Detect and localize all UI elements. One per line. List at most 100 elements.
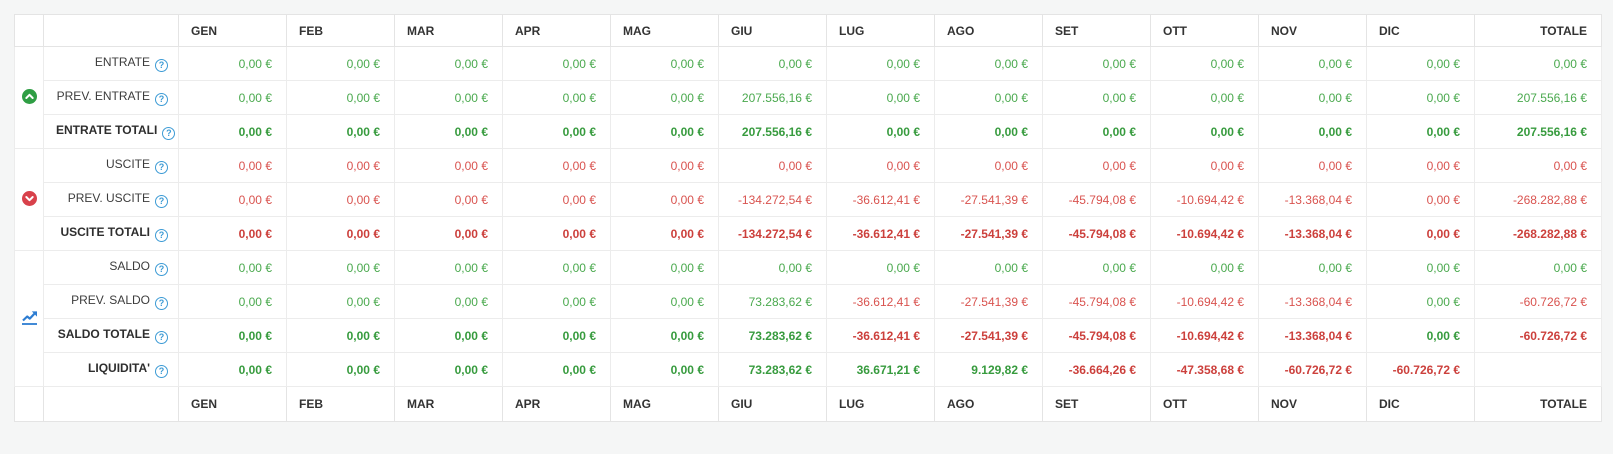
table-row-uscite: USCITE? 0,00 €0,00 €0,00 €0,00 €0,00 €0,0… [14,148,1602,251]
value-cell: 0,00 € [394,182,503,217]
circle-chevron-down-icon [21,190,37,206]
help-icon[interactable]: ? [155,161,168,174]
help-icon[interactable]: ? [162,127,176,140]
value-cell: 0,00 € [1366,80,1475,115]
value-cell: 0,00 € [610,250,719,285]
table-row-prev-entrate: PREV. ENTRATE? 0,00 €0,00 €0,00 €0,00 €0,… [15,80,1602,115]
help-icon[interactable]: ? [155,195,168,208]
help-icon[interactable]: ? [155,93,168,106]
value-cell: 0,00 € [610,114,719,149]
row-label-text: USCITE TOTALI [60,225,150,239]
column-header-mar: MAR [394,14,503,47]
value-cell: 0,00 € [1258,250,1367,285]
value-cell: -27.541,39 € [934,182,1043,217]
value-cell: 0,00 € [502,216,611,251]
row-label-text: ENTRATE [94,55,150,69]
value-cell: -45.794,08 € [1042,284,1151,319]
help-icon[interactable]: ? [155,365,168,378]
circle-chevron-up-icon [21,88,37,104]
value-cell: 0,00 € [1366,182,1475,217]
value-cell: 0,00 € [1366,148,1475,183]
help-icon[interactable]: ? [155,263,168,276]
value-cell: 0,00 € [718,250,827,285]
value-cell: 0,00 € [1150,46,1259,81]
table-row-saldo: SALDO? 0,00 €0,00 €0,00 €0,00 €0,00 €0,00… [14,250,1602,387]
help-icon[interactable]: ? [155,297,168,310]
footer-spacer-label-col [43,386,179,422]
table-row-entrate: ENTRATE? 0,00 €0,00 €0,00 €0,00 €0,00 €0,… [14,46,1602,149]
value-cell: 0,00 € [394,148,503,183]
value-cell: 0,00 € [178,148,287,183]
header-row: GEN FEB MAR APR MAG GIU LUG AGO SET OTT NOV DIC TOTA… [14,14,1602,47]
table-row-saldo-totale: SALDO TOTALE? 0,00 €0,00 €0,00 €0,00 €0,0… [15,318,1602,353]
value-cell: -10.694,42 € [1150,318,1259,353]
value-cell: 0,00 € [394,250,503,285]
value-cell: -13.368,04 € [1258,182,1367,217]
help-icon[interactable]: ? [155,229,168,242]
value-cell: 0,00 € [826,114,935,149]
value-cell: 0,00 € [1258,80,1367,115]
value-cell: -268.282,88 € [1474,182,1602,217]
value-cell: 0,00 € [1042,148,1151,183]
help-icon[interactable]: ? [155,331,168,344]
row-label-text: LIQUIDITA' [88,361,150,375]
value-cell: 0,00 € [1258,114,1367,149]
row-label: USCITE? [43,148,179,183]
value-cell: 0,00 € [610,284,719,319]
row-label: SALDO? [43,250,179,285]
column-header-lug: LUG [826,386,935,422]
help-icon[interactable]: ? [155,59,168,72]
value-cell: 0,00 € [1366,114,1475,149]
value-cell: 0,00 € [286,216,395,251]
value-cell: 0,00 € [394,114,503,149]
column-header-totale: TOTALE [1474,386,1602,422]
value-cell: -134.272,54 € [718,182,827,217]
value-cell: -268.282,88 € [1474,216,1602,251]
row-label-text: USCITE [105,157,150,171]
budget-table: GEN FEB MAR APR MAG GIU LUG AGO SET OTT NOV DIC TOTA… [14,14,1602,422]
value-cell: 0,00 € [1366,318,1475,353]
value-cell: -10.694,42 € [1150,216,1259,251]
value-cell: 0,00 € [286,284,395,319]
value-cell: 0,00 € [502,80,611,115]
value-cell: 73.283,62 € [718,284,827,319]
value-cell: 0,00 € [826,250,935,285]
value-cell: 0,00 € [934,46,1043,81]
column-header-set: SET [1042,386,1151,422]
value-cell: 0,00 € [178,182,287,217]
value-cell: 0,00 € [610,182,719,217]
value-cell: 0,00 € [394,352,503,387]
value-cell: 0,00 € [394,46,503,81]
value-cell: 0,00 € [502,250,611,285]
value-cell: 0,00 € [286,148,395,183]
table-row-prev-uscite: PREV. USCITE? 0,00 €0,00 €0,00 €0,00 €0,0… [15,182,1602,217]
value-cell: -36.612,41 € [826,284,935,319]
value-cell: 0,00 € [178,114,287,149]
value-cell: -60.726,72 € [1474,318,1602,353]
value-cell: 207.556,16 € [1474,114,1602,149]
value-cell: 0,00 € [1366,216,1475,251]
value-cell: -45.794,08 € [1042,216,1151,251]
column-header-nov: NOV [1258,386,1367,422]
value-cell: 0,00 € [826,46,935,81]
value-cell: 0,00 € [1042,46,1151,81]
table-row-entrate-totali: ENTRATE TOTALI? 0,00 €0,00 €0,00 €0,00 €0… [15,114,1602,149]
column-header-gen: GEN [178,386,287,422]
value-cell: 0,00 € [178,318,287,353]
value-cell: -60.726,72 € [1474,284,1602,319]
value-cell: -27.541,39 € [934,284,1043,319]
line-chart-icon[interactable] [21,310,38,325]
column-header-apr: APR [502,386,611,422]
value-cell: 207.556,16 € [1474,80,1602,115]
value-cell: 73.283,62 € [718,352,827,387]
value-cell: 0,00 € [934,80,1043,115]
value-cell: 36.671,21 € [826,352,935,387]
value-cell: 0,00 € [394,216,503,251]
value-cell: 0,00 € [1150,114,1259,149]
column-header-ago: AGO [934,14,1043,47]
row-label: ENTRATE? [43,46,179,81]
value-cell: 0,00 € [1258,148,1367,183]
value-cell: 0,00 € [394,80,503,115]
value-cell: -60.726,72 € [1258,352,1367,387]
